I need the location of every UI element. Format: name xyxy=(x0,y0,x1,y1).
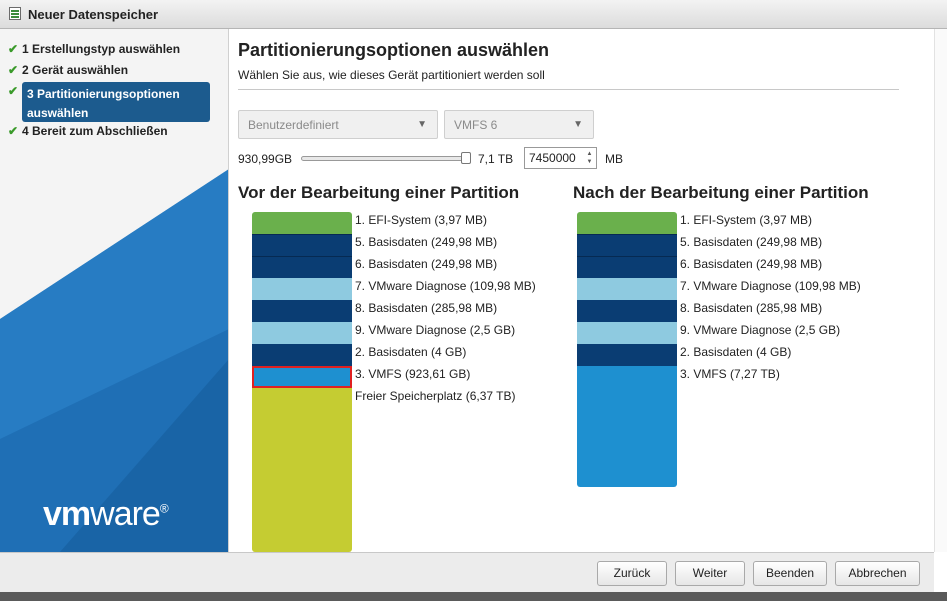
dropdown-arrow-icon: ▼ xyxy=(573,119,583,130)
step-3[interactable]: 3 Partitionierungsoptionen auswählen xyxy=(22,82,210,122)
before-label: 3. VMFS (923,61 GB) xyxy=(355,367,471,381)
partition-mode-select[interactable]: Benutzerdefiniert ▼ xyxy=(238,110,438,139)
spinner-icon[interactable]: ▲ ▼ xyxy=(586,151,593,165)
after-label: 8. Basisdaten (285,98 MB) xyxy=(680,301,823,315)
size-slider-track[interactable] xyxy=(301,156,471,161)
size-input-value: 7450000 xyxy=(529,151,576,165)
after-seg-diagnose-9[interactable] xyxy=(577,322,677,344)
size-min-label: 930,99GB xyxy=(238,152,293,166)
dropdown-arrow-icon: ▼ xyxy=(417,119,427,130)
page-title: Partitionierungsoptionen auswählen xyxy=(238,40,550,60)
before-label: 9. VMware Diagnose (2,5 GB) xyxy=(355,323,516,337)
window-titlebar: Neuer Datenspeicher xyxy=(0,0,947,29)
before-label: 8. Basisdaten (285,98 MB) xyxy=(355,301,498,315)
size-slider-handle[interactable] xyxy=(461,152,471,164)
main-panel: Partitionierungsoptionen auswählen Wähle… xyxy=(229,29,934,552)
step-4-label: 4 Bereit zum Abschließen xyxy=(22,124,168,138)
step-1[interactable]: ✔ 1 Erstellungstyp auswählen xyxy=(8,42,180,56)
finish-button[interactable]: Beenden xyxy=(753,561,827,586)
after-seg-basis-5[interactable] xyxy=(577,234,677,256)
back-button[interactable]: Zurück xyxy=(597,561,667,586)
after-label: 1. EFI-System (3,97 MB) xyxy=(680,213,813,227)
before-title: Vor der Bearbeitung einer Partition xyxy=(238,183,520,202)
size-max-label: 7,1 TB xyxy=(478,152,514,166)
datastore-icon xyxy=(9,7,21,20)
before-seg-diagnose-9[interactable] xyxy=(252,322,352,344)
window-title: Neuer Datenspeicher xyxy=(28,7,159,22)
after-seg-basis-8[interactable] xyxy=(577,300,677,322)
after-label: 3. VMFS (7,27 TB) xyxy=(680,367,780,381)
before-seg-basis-5[interactable] xyxy=(252,234,352,256)
after-label: 9. VMware Diagnose (2,5 GB) xyxy=(680,323,841,337)
logo-regular: ware xyxy=(90,495,161,533)
window-bottom-edge xyxy=(0,592,947,601)
before-seg-vmfs-selected[interactable] xyxy=(252,366,352,388)
wizard-footer: Zurück Weiter Beenden Abbrechen xyxy=(0,552,934,592)
check-icon: ✔ xyxy=(8,124,19,138)
wizard-sidebar: ✔ 1 Erstellungstyp auswählen ✔ 2 Gerät aus… xyxy=(0,29,229,552)
after-seg-efi[interactable] xyxy=(577,212,677,234)
before-label: 7. VMware Diagnose (109,98 MB) xyxy=(355,279,536,293)
step-2[interactable]: ✔ 2 Gerät auswählen xyxy=(8,63,128,77)
before-label: Freier Speicherplatz (6,37 TB) xyxy=(355,389,516,403)
after-label: 5. Basisdaten (249,98 MB) xyxy=(680,235,823,249)
vertical-scrollbar[interactable] xyxy=(934,29,947,552)
before-label: 5. Basisdaten (249,98 MB) xyxy=(355,235,498,249)
vmfs-version-value: VMFS 6 xyxy=(454,118,498,132)
before-seg-basis-2[interactable] xyxy=(252,344,352,366)
sidebar-background xyxy=(0,169,228,552)
size-unit-label: MB xyxy=(605,152,623,166)
after-seg-basis-6[interactable] xyxy=(577,256,677,278)
size-input[interactable]: 7450000 ▲ ▼ xyxy=(524,147,597,169)
vmfs-version-select[interactable]: VMFS 6 ▼ xyxy=(444,110,594,139)
partition-mode-value: Benutzerdefiniert xyxy=(248,118,339,132)
before-seg-basis-8[interactable] xyxy=(252,300,352,322)
before-label: 1. EFI-System (3,97 MB) xyxy=(355,213,488,227)
check-icon: ✔ xyxy=(8,42,19,56)
step-4[interactable]: ✔ 4 Bereit zum Abschließen xyxy=(8,124,168,138)
before-label: 6. Basisdaten (249,98 MB) xyxy=(355,257,498,271)
after-label: 6. Basisdaten (249,98 MB) xyxy=(680,257,823,271)
logo-bold: vm xyxy=(43,495,91,533)
before-seg-free[interactable] xyxy=(252,388,352,552)
before-seg-diagnose-7[interactable] xyxy=(252,278,352,300)
step-1-label: 1 Erstellungstyp auswählen xyxy=(22,42,181,56)
after-seg-basis-2[interactable] xyxy=(577,344,677,366)
before-seg-efi[interactable] xyxy=(252,212,352,234)
vmware-logo: vmware® xyxy=(43,495,169,534)
step-3-label-line1: 3 Partitionierungsoptionen xyxy=(27,87,180,101)
check-icon: ✔ xyxy=(8,63,19,77)
next-button[interactable]: Weiter xyxy=(675,561,745,586)
before-seg-basis-6[interactable] xyxy=(252,256,352,278)
after-seg-vmfs[interactable] xyxy=(577,366,677,487)
page-subtitle: Wählen Sie aus, wie dieses Gerät partiti… xyxy=(238,68,545,82)
after-title: Nach der Bearbeitung einer Partition xyxy=(573,183,869,202)
after-label: 7. VMware Diagnose (109,98 MB) xyxy=(680,279,861,293)
after-seg-diagnose-7[interactable] xyxy=(577,278,677,300)
step-3-check: ✔ xyxy=(8,84,22,98)
logo-mark: ® xyxy=(159,501,169,516)
header-divider xyxy=(238,89,899,90)
check-icon: ✔ xyxy=(8,84,19,98)
step-3-label-line2: auswählen xyxy=(27,106,89,120)
after-label: 2. Basisdaten (4 GB) xyxy=(680,345,792,359)
cancel-button[interactable]: Abbrechen xyxy=(835,561,920,586)
before-label: 2. Basisdaten (4 GB) xyxy=(355,345,467,359)
step-2-label: 2 Gerät auswählen xyxy=(22,63,129,77)
